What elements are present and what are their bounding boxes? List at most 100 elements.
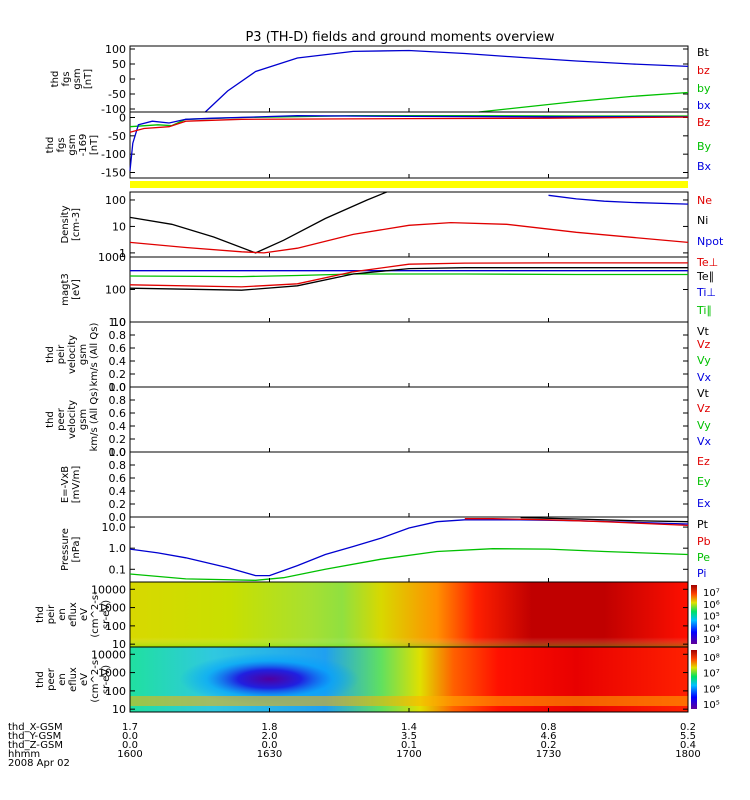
legend-entry: Pe [697, 551, 710, 564]
series-Pt [520, 516, 689, 523]
ylabel-line: [cm-3] [71, 208, 82, 241]
ylabel-line: gsm [78, 409, 89, 430]
ytick-label: 0 [119, 73, 126, 86]
colorbar [691, 585, 697, 644]
ytick-label: 0.6 [109, 407, 127, 420]
colorbar-label: 10⁸ [703, 653, 720, 664]
ylabel-line: peer [56, 407, 67, 431]
x-tick-value: 1700 [396, 749, 421, 760]
ytick-label: -50 [108, 88, 126, 101]
legend-entry: Vx [697, 435, 712, 448]
ylabel-line: [nPa] [71, 536, 82, 562]
legend-entry: Bx [697, 160, 712, 173]
ylabel-line: eV [79, 673, 90, 686]
ylabel-line: gsm [72, 68, 83, 89]
legend-entry: Ti⊥ [696, 286, 716, 299]
x-tick-value: 0.2 [541, 740, 557, 751]
ylabel-line: gsm [67, 134, 78, 155]
legend-entry: bz [697, 64, 710, 77]
ylabel-line: sr-eV) [101, 665, 112, 694]
ytick-label: 1 [119, 247, 126, 260]
ytick-label: 1000 [98, 602, 126, 615]
ytick-label: 0.0 [109, 381, 127, 394]
legend-entry: Bt [697, 46, 710, 59]
electron-flux-minimum [179, 653, 360, 705]
ytick-label: 10000 [91, 583, 126, 596]
x-tick-value: 0.4 [680, 740, 696, 751]
legend-entry: Te⊥ [696, 256, 718, 269]
ylabel-line: en [57, 673, 68, 686]
x-tick-value: 1.8 [262, 722, 278, 733]
ytick-label: 0.4 [109, 485, 127, 498]
x-row-label: thd_X-GSM [8, 722, 63, 733]
ytick-label: -100 [101, 103, 126, 116]
colorbar-label: 10⁷ [703, 588, 720, 599]
series-Bz [129, 116, 689, 133]
ytick-label: 1.0 [109, 381, 127, 394]
legend-entry: Vt [697, 387, 710, 400]
ytick-label: 1000 [98, 667, 126, 680]
ytick-label: 10 [112, 220, 126, 233]
ylabel-line: (cm^2-s- [90, 656, 101, 703]
panel-2: 0 -50 -100 -150 thd fgs gsm -169 [nT] Bz By Bx [45, 111, 712, 180]
legend-entry: Vy [697, 354, 711, 367]
ytick-label: 0.8 [109, 394, 127, 407]
ylabel-line: velocity [67, 335, 78, 374]
x-tick-value: 5.5 [680, 731, 696, 742]
ylabel-line: thd [50, 71, 61, 88]
ytick-label: 0.6 [109, 342, 127, 355]
series-Npot [548, 194, 689, 205]
series-Te∥ [129, 267, 688, 291]
colorbar-label: 10³ [703, 635, 720, 646]
panel-frame [129, 451, 689, 518]
ytick-label: 1.0 [109, 446, 127, 459]
ytick-label: 0 [119, 112, 126, 125]
ylabel-line: [nT] [83, 69, 94, 89]
colorbar-label: 10⁵ [703, 612, 720, 623]
legend-entry: Npot [697, 235, 724, 248]
panel-frame [129, 321, 689, 388]
panel-3: 100 10 1 Density [cm-3] Ne Ni Npot [60, 191, 724, 260]
panel-8: 10.0 1.0 0.1 Pressure [nPa] Pt Pb Pe Pi [60, 516, 711, 583]
legend-entry: Ez [697, 455, 710, 468]
ion-spectrogram-shade [130, 582, 688, 647]
ylabel-line: E=-VxB [60, 466, 71, 503]
legend-entry: Ne [697, 194, 712, 207]
ylabel-line: sr-eV) [101, 600, 112, 629]
ytick-label: 0.0 [109, 446, 127, 459]
series-Te⊥ [129, 262, 688, 288]
x-row-label: thd_Z-GSM [8, 740, 63, 751]
ylabel-line: [mV/m] [71, 466, 82, 504]
ytick-label: 0.4 [109, 355, 127, 368]
ylabel-line: fgs [56, 137, 67, 152]
legend-entry: By [697, 140, 712, 153]
ytick-label: -150 [101, 167, 126, 180]
panel-frame [129, 111, 689, 179]
legend-entry: Pt [697, 518, 709, 531]
x-tick-value: 4.6 [541, 731, 557, 742]
ytick-label: 10 [112, 638, 126, 651]
ylabel-line: thd [45, 346, 56, 363]
colorbar-label: 10⁷ [703, 669, 720, 680]
colorbar [691, 650, 697, 709]
panel-9: 10000 1000 100 10 thd peir en eflux eV (cm^2-s-sr… [35, 581, 720, 651]
legend-entry: Vz [697, 402, 711, 415]
ytick-label: 1.0 [109, 316, 127, 329]
ylabel-line: -169 [78, 134, 89, 157]
legend-entry: Pb [697, 535, 711, 548]
ytick-label: 100 [105, 43, 126, 56]
legend-entry: Vz [697, 338, 711, 351]
x-tick-value: 1600 [117, 749, 142, 760]
ylabel-line: (cm^2-s- [90, 591, 101, 638]
status-bar [130, 181, 688, 188]
ylabel-line: Density [60, 205, 71, 243]
ytick-label: 0.2 [109, 498, 127, 511]
legend-entry: Ex [697, 497, 711, 510]
ytick-label: 0.1 [109, 563, 127, 576]
ytick-label: 100 [105, 685, 126, 698]
colorbar-label: 10⁴ [703, 623, 720, 634]
legend-entry: Bz [697, 116, 711, 129]
